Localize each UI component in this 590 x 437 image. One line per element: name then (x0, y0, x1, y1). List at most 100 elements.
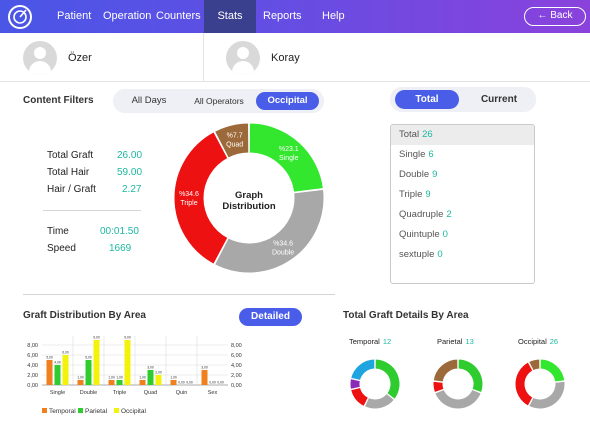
donut-label-name-single: Single (279, 155, 299, 162)
parietal-donut-chart (432, 358, 484, 410)
legend-swatch (42, 408, 47, 413)
y-tick-label-right: 2,00 (231, 373, 242, 379)
donut-slice-single (248, 122, 324, 193)
bar-temporal-triple (108, 380, 115, 385)
donut-center-title: Graph (235, 190, 263, 201)
content-filters-label: Content Filters (23, 95, 94, 106)
donut-slice-2 (514, 361, 534, 407)
back-button[interactable]: ← Back (524, 7, 586, 26)
toggle-current[interactable]: Current (480, 94, 518, 105)
detailed-button[interactable]: Detailed (239, 308, 302, 326)
list-item-double[interactable]: Double 9 (399, 169, 438, 180)
list-item-single[interactable]: Single 6 (399, 149, 434, 160)
operator-name-ozer: Özer (68, 52, 92, 64)
graft-type-list[interactable]: Total 26 Single 6 Double 9 Triple 9 Quadrupl… (390, 124, 535, 284)
donut-slice-2 (350, 386, 370, 408)
bar-value-label: 1,00 (139, 376, 146, 380)
nav-help[interactable]: Help (322, 10, 345, 22)
filter-all-days[interactable]: All Days (131, 95, 167, 106)
occipital-donut-chart (514, 358, 566, 410)
y-tick-label-right: 6,00 (231, 353, 242, 359)
donut-slice-3 (527, 358, 541, 372)
donut-label-pct-quad: %7.7 (227, 133, 243, 140)
bar-temporal-quin (170, 380, 177, 385)
bar-value-label: 9,00 (93, 336, 100, 340)
area-donut-slices (349, 358, 401, 410)
bar-occipital-single (62, 355, 69, 385)
time-value: 00:01.50 (100, 226, 139, 237)
graft-distribution-bar-chart: 0,00 0,002,00 2,004,00 4,006,00 6,008,00 8,00… (27, 336, 242, 416)
list-item-quintuple[interactable]: Quintuple 0 (399, 229, 448, 240)
stats-divider (43, 210, 141, 211)
y-tick-label-right: 8,00 (231, 343, 242, 349)
divider (203, 33, 204, 82)
list-item-total[interactable]: Total 26 (391, 125, 534, 145)
bar-value-label: 3,00 (201, 366, 208, 370)
speed-value: 1669 (109, 243, 132, 254)
legend-swatch (114, 408, 119, 413)
time-label: Time (47, 226, 69, 237)
donut-label-name-double: Double (272, 249, 294, 256)
bar-temporal-sex (201, 370, 208, 385)
bar-value-label: 1,00 (170, 376, 177, 380)
bar-temporal-double (77, 380, 84, 385)
x-tick-label: Double (80, 390, 97, 396)
filter-all-operators[interactable]: All Operators (194, 96, 244, 106)
nav-stats[interactable]: Stats (204, 0, 256, 33)
bar-value-label: 1,00 (108, 376, 115, 380)
bar-value-label: 9,00 (124, 336, 131, 340)
operator-bar: Özer Koray (0, 33, 590, 82)
nav-reports[interactable]: Reports (263, 10, 302, 22)
top-nav-bar: Patient Operation Counters Stats Reports… (0, 0, 590, 33)
avatar-icon[interactable] (23, 41, 57, 75)
bar-value-label: 0,00 (186, 381, 193, 385)
legend-label: Occipital (121, 408, 146, 415)
donut-label-pct-single: %23.1 (279, 146, 299, 153)
legend-label: Temporal (49, 408, 76, 415)
total-graft-value: 26.00 (117, 150, 143, 161)
x-tick-label: Quad (144, 390, 157, 396)
bar-value-label: 5,00 (46, 356, 53, 360)
avatar-icon[interactable] (226, 41, 260, 75)
donut-label-pct-triple: %34.6 (179, 191, 199, 198)
list-item-triple[interactable]: Triple 9 (399, 189, 431, 200)
total-hair-label: Total Hair (47, 167, 90, 178)
y-tick-label-left: 8,00 (27, 343, 38, 349)
nav-patient[interactable]: Patient (57, 10, 92, 22)
area-title-temporal: Temporal 12 (349, 337, 392, 346)
list-item-sextuple[interactable]: sextuple 0 (399, 249, 443, 260)
y-tick-label-right: 0,00 (231, 383, 242, 389)
bar-occipital-triple (124, 340, 131, 385)
nav-counters[interactable]: Counters (156, 10, 201, 22)
operator-name-koray: Koray (271, 52, 300, 64)
y-tick-label-left: 0,00 (27, 383, 38, 389)
x-tick-label: Sex (208, 390, 218, 396)
graph-distribution-chart: %23.1 Single %34.6 Double %34.6 Triple %7.7 Qua… (173, 122, 325, 274)
legend-swatch (78, 408, 83, 413)
temporal-donut-chart (349, 358, 401, 410)
bar-parietal-triple (116, 380, 123, 385)
donut-center-subtitle: Distribution (222, 201, 275, 212)
bar-value-label: 0,00 (178, 381, 185, 385)
y-tick-label-left: 6,00 (27, 353, 38, 359)
bar-occipital-quad (155, 375, 162, 385)
speed-label: Speed (47, 243, 76, 254)
graft-distribution-title: Graft Distribution By Area (23, 310, 146, 321)
bar-value-label: 0,00 (217, 381, 224, 385)
donut-slice-3 (432, 358, 459, 383)
filter-occipital[interactable]: Occipital (256, 92, 319, 110)
total-graft-label: Total Graft (47, 150, 94, 161)
toggle-total[interactable]: Total (395, 90, 459, 109)
list-item-quadruple[interactable]: Quadruple 2 (399, 209, 452, 220)
section-divider (23, 294, 335, 295)
hair-per-graft-value: 2.27 (122, 184, 142, 195)
bar-value-label: 1,00 (116, 376, 123, 380)
nav-operation[interactable]: Operation (103, 10, 152, 22)
donut-slice-1 (434, 388, 482, 410)
bar-value-label: 6,00 (62, 351, 69, 355)
bar-value-label: 5,00 (85, 356, 92, 360)
app-logo-icon[interactable] (7, 4, 33, 30)
donut-slice-0 (374, 358, 401, 401)
donut-slice-quad (213, 122, 250, 159)
donut-slice-1 (363, 392, 396, 410)
